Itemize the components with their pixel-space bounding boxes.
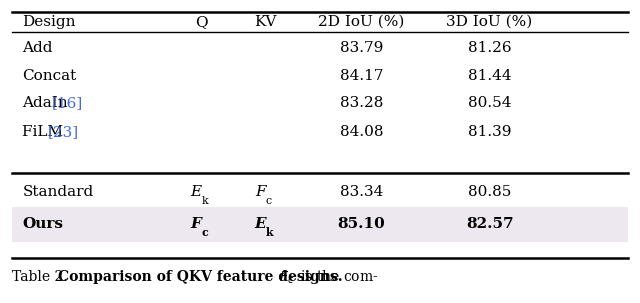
Text: Table 2.: Table 2.	[12, 270, 72, 284]
Text: [23]: [23]	[47, 125, 79, 139]
Text: AdaIn: AdaIn	[22, 96, 73, 110]
Text: Standard: Standard	[22, 185, 93, 199]
Text: 2D IoU (%): 2D IoU (%)	[319, 15, 404, 29]
Text: 80.54: 80.54	[468, 96, 511, 110]
Text: k: k	[202, 196, 208, 206]
Text: FiLM: FiLM	[22, 125, 68, 139]
Text: E: E	[191, 185, 202, 199]
Text: F: F	[255, 185, 266, 199]
Text: 84.08: 84.08	[340, 125, 383, 139]
Text: c: c	[202, 227, 209, 238]
Text: KV: KV	[255, 15, 276, 29]
Text: [16]: [16]	[52, 96, 83, 110]
Text: F: F	[191, 217, 202, 231]
Bar	[12, 207, 628, 242]
Text: 84.17: 84.17	[340, 69, 383, 83]
Text: Q: Q	[195, 15, 208, 29]
Text: E: E	[254, 217, 266, 231]
Text: 81.26: 81.26	[468, 42, 511, 55]
Text: 83.28: 83.28	[340, 96, 383, 110]
Text: Ours: Ours	[22, 217, 63, 231]
Text: Add: Add	[22, 42, 53, 55]
Text: k: k	[266, 227, 273, 238]
Text: 83.34: 83.34	[340, 185, 383, 199]
Text: 3D IoU (%): 3D IoU (%)	[447, 15, 532, 29]
Text: 81.44: 81.44	[468, 69, 511, 83]
Text: Design: Design	[22, 15, 76, 29]
Text: 81.39: 81.39	[468, 125, 511, 139]
Text: Concat: Concat	[22, 69, 77, 83]
Text: 85.10: 85.10	[338, 217, 385, 231]
Text: 82.57: 82.57	[466, 217, 513, 231]
Text: $F_c$  is the com-: $F_c$ is the com-	[272, 268, 379, 286]
Text: Comparison of QKV feature designs.: Comparison of QKV feature designs.	[58, 270, 342, 284]
Text: 80.85: 80.85	[468, 185, 511, 199]
Text: 83.79: 83.79	[340, 42, 383, 55]
Text: c: c	[266, 196, 272, 206]
